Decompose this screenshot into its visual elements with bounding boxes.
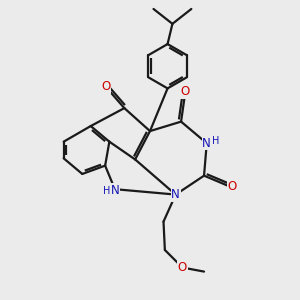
Text: N: N — [171, 188, 180, 201]
Text: O: O — [227, 180, 236, 193]
Text: H: H — [212, 136, 219, 146]
Text: H: H — [103, 185, 110, 196]
Text: N: N — [202, 137, 211, 150]
Text: O: O — [178, 261, 187, 274]
Text: N: N — [110, 184, 119, 197]
Text: O: O — [101, 80, 110, 93]
Text: O: O — [181, 85, 190, 98]
